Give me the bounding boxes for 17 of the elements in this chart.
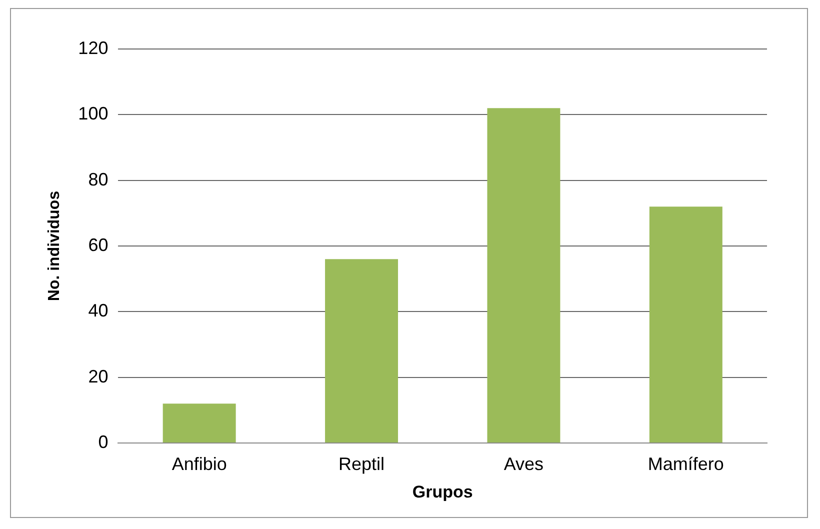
x-tick-label: Mamífero	[648, 454, 724, 474]
x-tick-label: Aves	[504, 454, 544, 474]
y-tick-label: 0	[98, 432, 108, 452]
y-tick-label: 120	[78, 38, 108, 58]
y-tick-label: 40	[88, 300, 108, 321]
x-tick-label: Anfibio	[172, 454, 227, 474]
y-tick-label: 60	[88, 234, 108, 255]
y-axis-title: No. individuos	[46, 190, 64, 302]
bar	[162, 404, 236, 442]
bar	[487, 108, 560, 442]
y-tick-label: 100	[78, 104, 108, 124]
x-tick-label: Reptil	[338, 454, 385, 474]
x-axis-title: Grupos	[412, 482, 473, 502]
bar	[325, 259, 398, 442]
bar	[649, 206, 722, 442]
y-tick-label: 80	[88, 169, 108, 190]
y-tick-label: 20	[88, 366, 108, 386]
